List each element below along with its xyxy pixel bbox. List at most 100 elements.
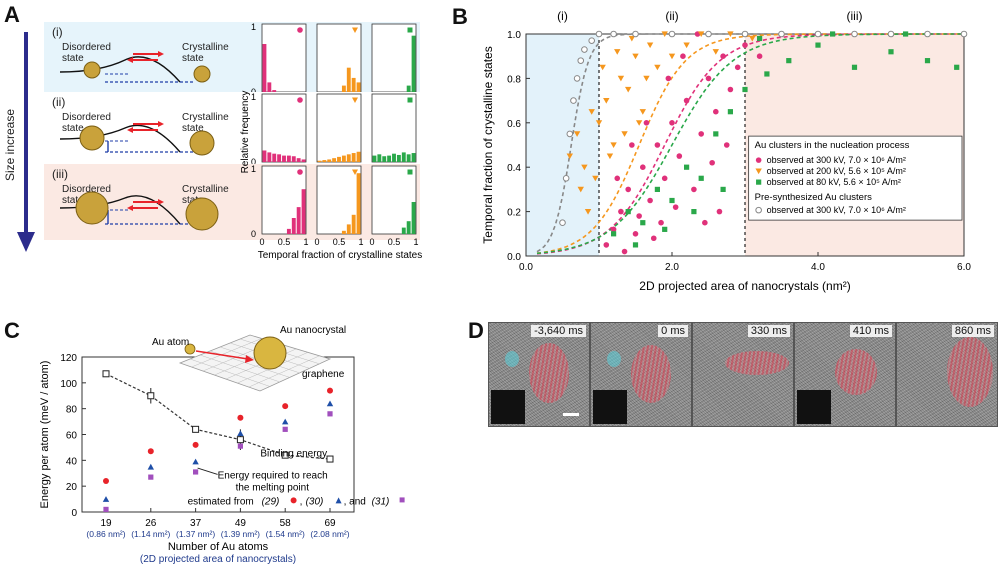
data-point-series-2 — [610, 142, 617, 148]
data-point-series-2 — [646, 42, 654, 49]
row-roman-1: (i) — [52, 25, 63, 39]
legend-entry-2: observed at 200 kV, 5.6 × 10⁵ A/m² — [767, 166, 906, 176]
plot-frame — [81, 356, 355, 513]
hist-bar — [411, 35, 416, 92]
hist-bar — [346, 224, 351, 234]
au-atom — [184, 343, 196, 355]
hist-bar — [262, 44, 267, 92]
x-tick-label: 4.0 — [811, 262, 825, 273]
legend-marker-1 — [755, 157, 762, 163]
melting-point-31 — [193, 469, 199, 475]
melting-point-31 — [103, 506, 109, 513]
hist-bar — [267, 82, 272, 92]
data-point-series-2 — [654, 64, 661, 71]
binding-point — [326, 455, 334, 463]
data-point-series-2 — [628, 35, 636, 42]
hist-marker-triangle — [352, 97, 358, 103]
hist-bar — [351, 153, 356, 162]
data-point-series-2 — [698, 31, 705, 37]
disordered-cluster-3 — [75, 191, 109, 225]
energy-curve-1 — [59, 56, 181, 83]
data-point-series-1 — [702, 219, 708, 226]
au-atom-highlight — [607, 351, 621, 367]
y-tick-label: 0.6 — [507, 119, 521, 130]
data-point-series-1 — [676, 153, 683, 159]
data-point-series-4 — [562, 175, 570, 182]
x-tick-label: 6.0 — [957, 262, 971, 273]
binding-point — [192, 425, 200, 433]
hist-bar — [301, 159, 306, 162]
data-point-series-2 — [635, 120, 643, 126]
data-point-series-1 — [683, 97, 690, 104]
size-arrow-head — [17, 232, 35, 252]
data-point-series-3 — [669, 197, 675, 204]
panel-d-frames: -3,640 ms 0 ms 330 ms 410 ms 860 ms — [488, 322, 998, 427]
data-point-series-3 — [654, 186, 660, 192]
data-point-series-1 — [680, 53, 686, 59]
hist-frame-1-3 — [371, 23, 417, 93]
hist-marker-square — [407, 97, 413, 103]
data-point-series-3 — [786, 58, 792, 64]
binding-energy-line — [105, 373, 331, 460]
est-sep: , — [300, 496, 303, 507]
data-point-series-1 — [742, 42, 748, 48]
data-point-series-4 — [577, 57, 585, 64]
graphene-label: graphene — [302, 369, 345, 380]
tem-frame-1: -3,640 ms — [488, 322, 590, 427]
hist-xtick: 1 — [303, 237, 308, 247]
graphene-grid — [199, 354, 281, 383]
crystalline-label-3: Crystalline — [182, 184, 229, 195]
red-arrowhead-right-1 — [158, 51, 164, 57]
panel-c-label: C — [4, 318, 20, 343]
data-point-series-4 — [851, 30, 858, 38]
data-point-series-1 — [621, 248, 628, 255]
melting-point-30 — [192, 458, 199, 465]
data-point-series-1 — [705, 75, 712, 82]
data-point-series-3 — [954, 64, 960, 70]
data-point-series-1 — [669, 120, 675, 126]
data-point-series-1 — [709, 159, 715, 166]
x-tick-label: 26 — [145, 518, 157, 529]
legend-box — [748, 135, 963, 221]
disordered-label2-1: state — [62, 53, 84, 64]
nanocrystal-highlight — [835, 349, 877, 395]
melting-point-30 — [326, 400, 334, 407]
y-tick-label: 0.2 — [507, 208, 521, 219]
disordered-label-1: Disordered — [62, 42, 111, 53]
legend-entry-3: observed at 80 kV, 5.6 × 10⁵ A/m² — [767, 177, 901, 187]
hist-xtick: 0 — [314, 237, 319, 247]
hist-frame-2-3 — [371, 93, 417, 163]
hist-bar — [332, 158, 337, 162]
melting-point-31 — [327, 411, 333, 417]
hist-marker-square — [407, 27, 413, 33]
data-point-series-3 — [632, 242, 639, 248]
hist-bar — [272, 90, 277, 92]
hist-bar — [341, 230, 346, 234]
row-bg-1 — [44, 22, 420, 98]
hist-bar — [356, 82, 361, 92]
y-tick-label: 60 — [66, 431, 78, 442]
melting-point-31 — [148, 474, 154, 480]
tem-frame-4: 410 ms — [794, 322, 896, 427]
x-area-label: (2.08 nm²) — [310, 529, 349, 539]
melting-point-30 — [282, 418, 289, 425]
binding-point — [281, 451, 289, 459]
hist-bar — [322, 160, 327, 162]
frame-timestamp: 860 ms — [951, 325, 994, 337]
x-tick-label: 58 — [280, 518, 292, 529]
region-label-1: (i) — [557, 9, 568, 23]
est-marker-31 — [399, 497, 405, 503]
data-point-series-1 — [603, 242, 610, 248]
tem-frame-3: 330 ms — [692, 322, 794, 427]
red-arrowhead-right-3 — [158, 199, 164, 205]
region-label-2: (ii) — [665, 9, 678, 23]
hist-bar — [411, 202, 416, 234]
crystalline-cluster-3 — [185, 197, 219, 231]
x-tick-label: 49 — [235, 518, 247, 529]
data-point-series-1 — [654, 142, 661, 148]
data-point-series-3 — [713, 131, 719, 137]
hist-xtick: 1 — [413, 237, 418, 247]
crystalline-label-2: Crystalline — [182, 112, 229, 123]
data-point-series-2 — [573, 131, 581, 137]
data-point-series-1 — [658, 219, 664, 226]
